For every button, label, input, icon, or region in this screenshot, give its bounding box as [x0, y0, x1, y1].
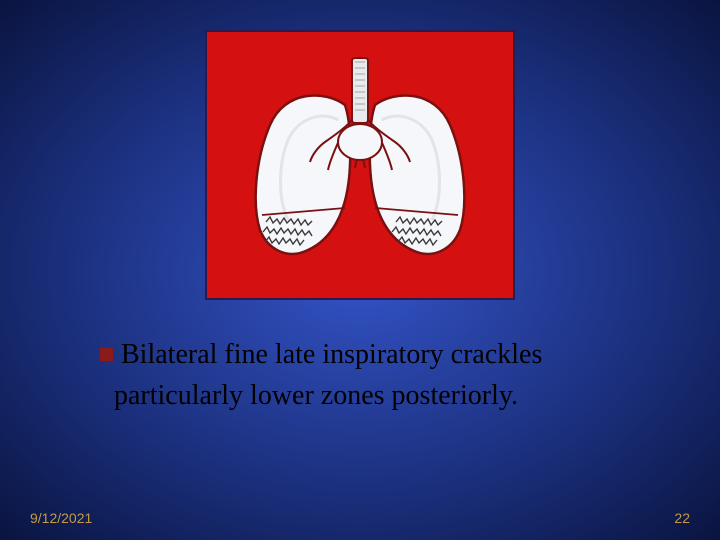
bullet-text-block: Bilateral fine late inspiratory crackles… [100, 335, 660, 416]
lungs-image-frame [205, 30, 515, 300]
bullet-marker-icon [100, 348, 113, 361]
lungs-illustration [230, 50, 490, 280]
bullet-line-1: Bilateral fine late inspiratory crackles [121, 339, 542, 370]
footer-page-number: 22 [674, 510, 690, 526]
bullet-line-2: particularly lower zones posteriorly. [114, 376, 660, 417]
slide-container: Bilateral fine late inspiratory crackles… [0, 0, 720, 540]
footer-date: 9/12/2021 [30, 510, 92, 526]
